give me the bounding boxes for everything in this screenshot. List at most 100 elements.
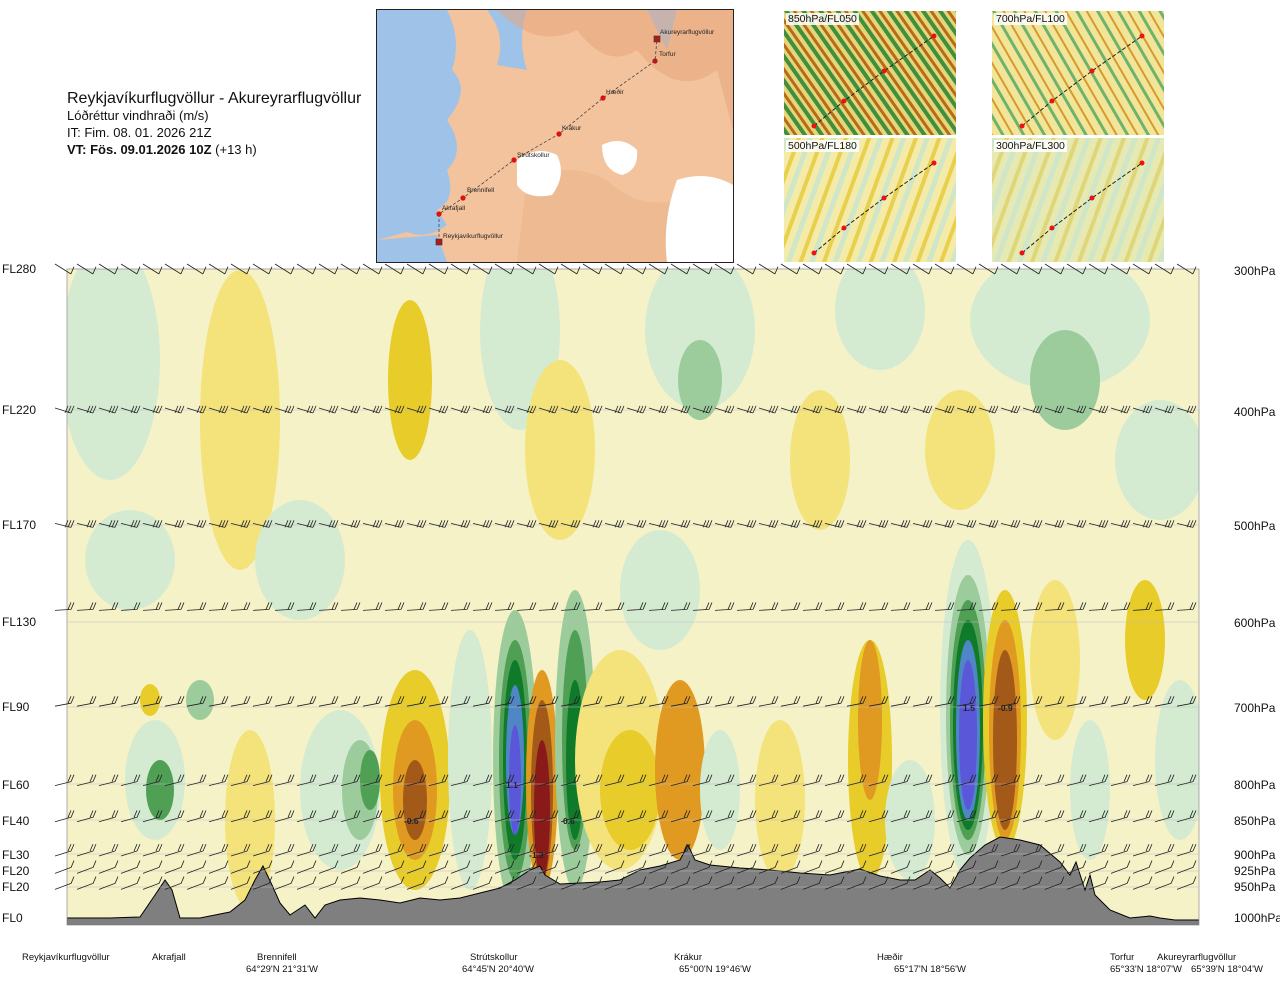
wind-barb xyxy=(516,876,537,890)
wind-barb xyxy=(362,860,383,874)
wind-barb xyxy=(736,602,757,611)
wind-barb xyxy=(780,602,801,611)
wind-barb xyxy=(76,876,97,890)
wind-barb xyxy=(384,860,405,874)
fl-label: FL220 xyxy=(2,403,37,417)
wind-barb xyxy=(648,405,669,414)
wind-barb xyxy=(846,774,867,786)
location-name: Krákur xyxy=(674,952,702,963)
wind-barb xyxy=(868,602,889,611)
wind-barb xyxy=(120,843,141,857)
wind-barb xyxy=(230,860,251,874)
wind-barb xyxy=(406,843,427,857)
wind-barb xyxy=(604,860,625,874)
issue-time: IT: Fim. 08. 01. 2026 21Z xyxy=(67,125,212,140)
wind-barb xyxy=(802,876,823,890)
wind-barb xyxy=(252,774,273,786)
wind-barb xyxy=(1176,860,1197,874)
wind-barb xyxy=(208,843,229,857)
wind-barb xyxy=(98,263,119,275)
wind-barb xyxy=(648,263,669,275)
mini-map-850: 850hPa/FL050 xyxy=(784,11,956,135)
wind-barb xyxy=(890,602,911,611)
wind-barb xyxy=(758,810,779,823)
map-point-krakur xyxy=(556,131,562,137)
location-name: Torfur xyxy=(1110,952,1135,963)
wind-barb xyxy=(648,843,669,857)
wind-barb xyxy=(362,405,383,414)
wind-barb xyxy=(868,696,889,707)
wind-barb xyxy=(516,520,537,528)
wind-barb xyxy=(1066,696,1087,707)
wind-barb xyxy=(670,520,691,528)
wind-barb xyxy=(538,520,559,528)
wind-barb xyxy=(230,263,251,275)
wind-barb xyxy=(296,602,317,611)
wind-barb xyxy=(978,810,999,823)
wind-barb xyxy=(1000,696,1021,707)
route-map-graphic: Akureyrarflugvöllur Torfur Hæðir Krákur … xyxy=(377,10,733,262)
wind-barb xyxy=(318,405,339,414)
wind-barb xyxy=(780,774,801,786)
fl-label: FL20 xyxy=(2,864,30,878)
wind-barb xyxy=(406,263,427,275)
wind-barb xyxy=(626,520,647,528)
wind-barb xyxy=(1110,860,1131,874)
wind-barb xyxy=(802,520,823,528)
wind-barb xyxy=(54,876,75,890)
wind-barb xyxy=(98,602,119,611)
wind-barb xyxy=(384,810,405,823)
wind-barb xyxy=(560,843,581,857)
wind-barb xyxy=(670,860,691,874)
wind-barb xyxy=(98,774,119,786)
plot-frame xyxy=(66,268,1200,926)
wind-barb xyxy=(230,810,251,823)
wind-barb xyxy=(1066,774,1087,786)
fl-label: FL280 xyxy=(2,262,37,276)
wind-barb xyxy=(340,860,361,874)
wind-barb xyxy=(670,876,691,890)
wind-barb xyxy=(76,810,97,823)
wind-barb xyxy=(1110,876,1131,890)
wind-barb xyxy=(956,774,977,786)
wind-barb xyxy=(450,843,471,857)
wind-barb xyxy=(54,696,75,707)
wind-barb xyxy=(384,876,405,890)
location-name: Akrafjall xyxy=(152,952,186,963)
wind-barb xyxy=(758,520,779,528)
wind-barb xyxy=(934,876,955,890)
wind-barb xyxy=(208,860,229,874)
wind-barb xyxy=(736,860,757,874)
wind-barb xyxy=(758,843,779,857)
wind-barb xyxy=(186,774,207,786)
wind-barb xyxy=(692,876,713,890)
wind-barb xyxy=(846,810,867,823)
wind-barb xyxy=(120,696,141,707)
wind-barb xyxy=(494,774,515,786)
fl-label: FL170 xyxy=(2,518,37,532)
wind-barb xyxy=(450,876,471,890)
wind-barb xyxy=(714,405,735,414)
fl-label: FL130 xyxy=(2,615,37,629)
wind-barb xyxy=(472,602,493,611)
wind-barb xyxy=(186,696,207,707)
location-name: Strútskollur xyxy=(470,952,518,963)
wind-barb xyxy=(868,843,889,857)
wind-barb xyxy=(494,860,515,874)
wind-barb xyxy=(76,405,97,414)
wind-barb xyxy=(846,876,867,890)
wind-barb xyxy=(384,696,405,707)
wind-barb xyxy=(912,860,933,874)
wind-barb xyxy=(912,876,933,890)
wind-barb xyxy=(384,843,405,857)
wind-barb xyxy=(1176,843,1197,857)
wind-barb xyxy=(824,520,845,528)
hpa-label: 300hPa xyxy=(1234,264,1276,278)
wind-barb xyxy=(472,774,493,786)
hpa-label: 1000hPa xyxy=(1234,911,1280,925)
fl-label: FL60 xyxy=(2,778,30,792)
wind-barb xyxy=(274,696,295,707)
wind-barb xyxy=(98,860,119,874)
map-point-haedir xyxy=(600,95,606,101)
wind-barb xyxy=(340,774,361,786)
